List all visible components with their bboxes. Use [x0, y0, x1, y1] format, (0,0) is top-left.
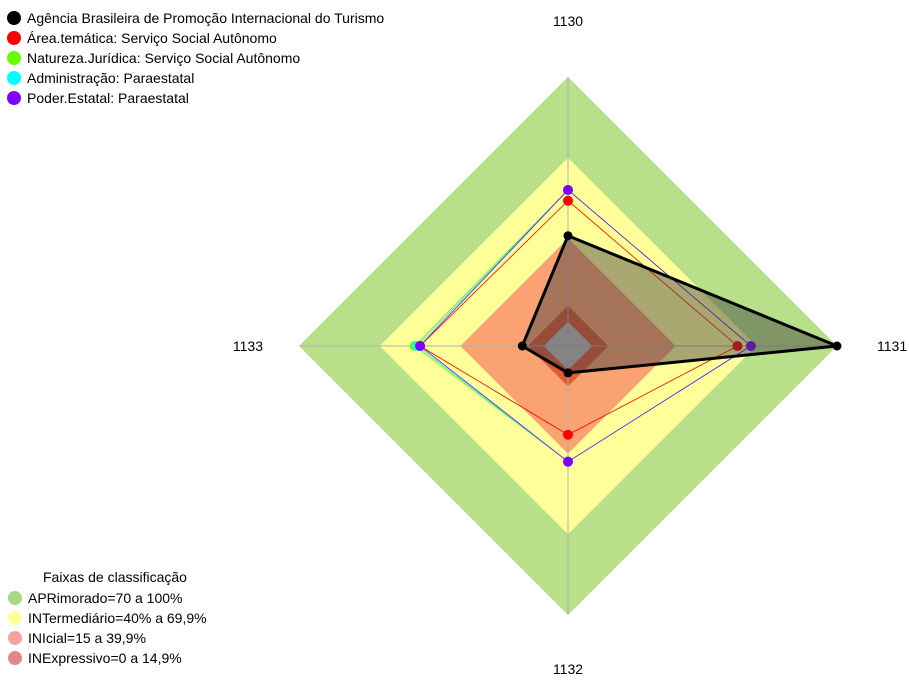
legend-dot-icon — [7, 91, 21, 105]
legend-dot-icon — [7, 71, 21, 85]
bands-legend-item: INIcial=15 a 39,9% — [8, 628, 207, 648]
series-legend-label: Agência Brasileira de Promoção Internaci… — [27, 10, 385, 26]
series-legend-item: Administração: Paraestatal — [7, 68, 384, 88]
series-0-point-1133 — [517, 341, 527, 351]
series-legend-label: Administração: Paraestatal — [27, 70, 195, 86]
series-1-point-1131 — [732, 341, 743, 351]
bands-legend: Faixas de classificação APRimorado=70 a … — [8, 566, 207, 668]
series-legend-item: Poder.Estatal: Paraestatal — [7, 88, 384, 108]
band-dot-icon — [8, 631, 22, 645]
bands-legend-item: INExpressivo=0 a 14,9% — [8, 648, 207, 668]
series-4 — [415, 184, 756, 467]
series-0 — [517, 231, 842, 378]
series-1-point-1130 — [563, 195, 573, 206]
bands-legend-label: INTermediário=40% a 69,9% — [28, 610, 207, 626]
series-4-point-1131 — [745, 341, 756, 351]
legend-dot-icon — [7, 11, 21, 25]
series-4-point-1133 — [415, 341, 426, 351]
series-0-point-1132 — [563, 368, 573, 378]
series-legend-item: Natureza.Jurídica: Serviço Social Autôno… — [7, 48, 384, 68]
series-0-point-1131 — [832, 341, 842, 351]
axis-label-1130: 1130 — [553, 13, 583, 29]
bands-legend-label: INExpressivo=0 a 14,9% — [28, 650, 182, 666]
bands-legend-label: APRimorado=70 a 100% — [28, 590, 183, 606]
axis-label-1133: 1133 — [233, 338, 263, 354]
legend-dot-icon — [7, 31, 21, 45]
series-legend-label: Natureza.Jurídica: Serviço Social Autôno… — [27, 50, 301, 66]
band-dot-icon — [8, 651, 22, 665]
axis-labels: 1130 1131 1132 1133 — [233, 13, 907, 677]
axis-label-1132: 1132 — [553, 661, 583, 677]
bands-legend-label: INIcial=15 a 39,9% — [28, 630, 146, 646]
series-legend-item: Agência Brasileira de Promoção Internaci… — [7, 8, 384, 28]
series-legend-item: Área.temática: Serviço Social Autônomo — [7, 28, 384, 48]
bands-legend-title: Faixas de classificação — [43, 569, 187, 585]
series-0-point-1130 — [563, 231, 573, 241]
bands-legend-item: INTermediário=40% a 69,9% — [8, 608, 207, 628]
series-1-point-1132 — [563, 429, 573, 440]
series-legend-label: Área.temática: Serviço Social Autônomo — [27, 30, 277, 46]
series-layer — [409, 184, 842, 467]
series-legend: Agência Brasileira de Promoção Internaci… — [7, 8, 384, 108]
series-4-point-1130 — [563, 184, 573, 195]
band-dot-icon — [8, 591, 22, 605]
band-dot-icon — [8, 611, 22, 625]
axis-label-1131: 1131 — [877, 338, 907, 354]
legend-dot-icon — [7, 51, 21, 65]
series-4-point-1132 — [563, 456, 573, 467]
bands-legend-item: APRimorado=70 a 100% — [8, 588, 207, 608]
series-legend-label: Poder.Estatal: Paraestatal — [27, 90, 189, 106]
